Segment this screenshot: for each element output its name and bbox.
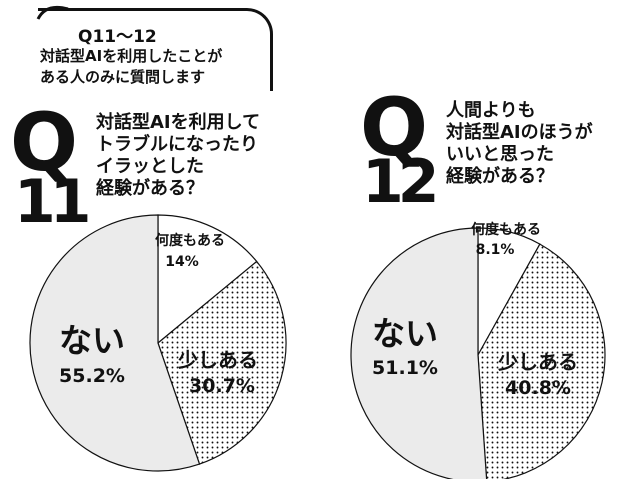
q11-slice-sometimes: [157, 260, 287, 465]
q11-question-line-4: 経験がある？: [96, 178, 204, 199]
q12-value-sometimes: 40.8%: [505, 377, 571, 399]
header-corner-mark: [36, 5, 69, 20]
q12-value-often: 8.1%: [476, 242, 515, 258]
q11-value-never: 55.2%: [59, 365, 125, 387]
q11-value-sometimes: 30.7%: [189, 375, 255, 397]
q11-question-line-1: 対話型AIを利用して: [96, 112, 261, 133]
q12-question-line-4: 経験がある？: [446, 166, 554, 187]
q12-number: 12: [362, 147, 439, 217]
q12-slice-never: [350, 227, 488, 479]
header-condition-1: 対話型AIを利用したことが: [40, 47, 223, 65]
header-condition-2: ある人のみに質問します: [40, 68, 206, 86]
q11-label-sometimes: 少しある: [177, 348, 258, 372]
header-range: Q11～12: [78, 27, 157, 47]
q12-label-never: ない: [372, 314, 438, 353]
q11-label-often: 何度もある: [155, 232, 225, 249]
q12-question-line-3: いいと思った: [446, 144, 554, 165]
q11-slice-often: [157, 214, 258, 345]
q11-question-line-2: トラブルになったり: [96, 134, 258, 155]
q12-label-often: 何度もある: [471, 221, 541, 238]
q11-value-often: 14%: [165, 254, 199, 270]
q11-number: 11: [14, 167, 91, 237]
q12-pie: 何度もある 8.1% 少しある 40.8% ない 51.1%: [350, 221, 606, 479]
q12-question-line-1: 人間よりも: [446, 100, 536, 121]
q11-label-never: ない: [59, 321, 125, 360]
q12-value-never: 51.1%: [372, 357, 438, 379]
q12-slice-sometimes: [477, 243, 606, 479]
q11-slice-never: [29, 214, 201, 472]
q12-question-line-2: 対話型AIのほうが: [446, 122, 593, 143]
q11-question-line-3: イラッとした: [96, 156, 204, 177]
q12-letter: Q: [360, 81, 429, 174]
q12-label-sometimes: 少しある: [497, 350, 578, 374]
q11-letter: Q: [10, 96, 79, 189]
q11-pie: 何度もある 14% 少しある 30.7% ない 55.2%: [29, 214, 287, 472]
header-frame: [36, 5, 273, 91]
